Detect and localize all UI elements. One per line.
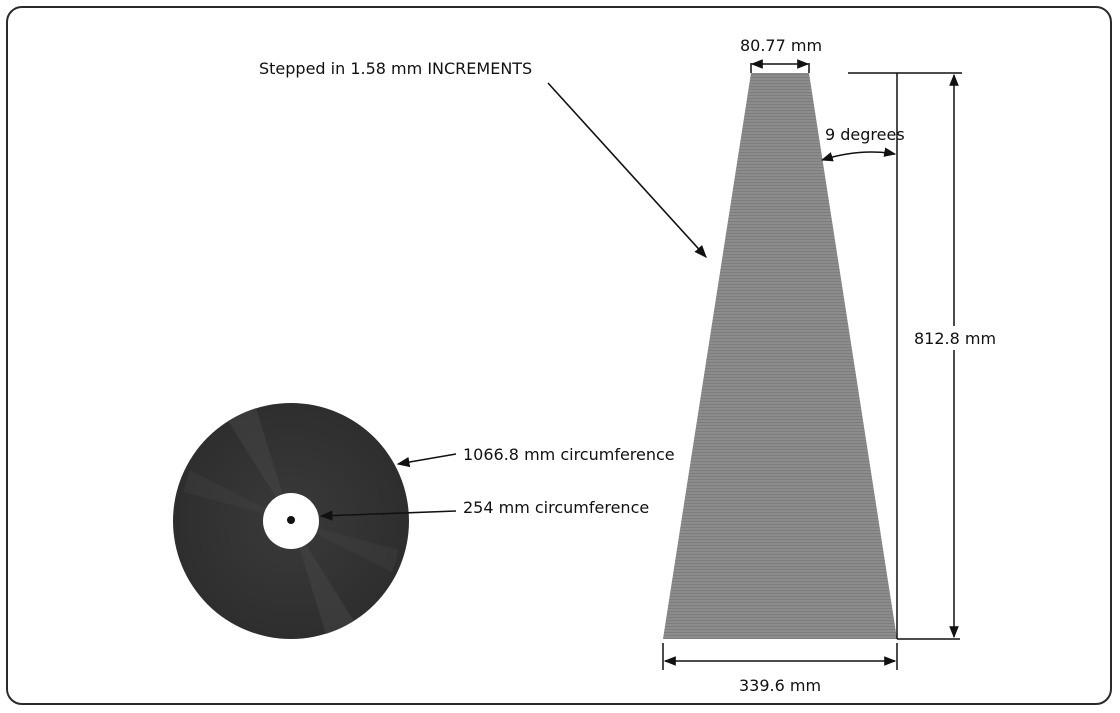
angle-arc [820,147,897,162]
bottom-width-dimension [662,643,898,670]
angle-label: 9 degrees [825,125,905,144]
inner-circ-label: 254 mm circumference [463,498,649,517]
disc-sheen-4 [291,521,398,572]
disc-sheen-1 [228,408,291,521]
stepped-trapezoid [663,73,897,639]
outer-circ-label: 1066.8 mm circumference [463,445,675,464]
diagram-frame [6,6,1112,705]
stepped-leader-arrow [547,82,707,258]
disc-group [173,403,409,639]
center-dot [287,516,295,524]
top-width-label: 80.77 mm [740,36,822,55]
stepped-label: Stepped in 1.58 mm INCREMENTS [259,59,532,78]
outer-circ-arrow [396,453,457,468]
bottom-width-label: 339.6 mm [739,676,821,695]
height-dimension [848,72,962,640]
height-label-bg [908,326,1002,350]
disc-sheen-3 [184,470,291,521]
disc-sheen-2 [291,521,354,634]
height-label: 812.8 mm [914,329,996,348]
top-width-dimension [750,59,810,73]
inner-circ-arrow [319,510,457,521]
